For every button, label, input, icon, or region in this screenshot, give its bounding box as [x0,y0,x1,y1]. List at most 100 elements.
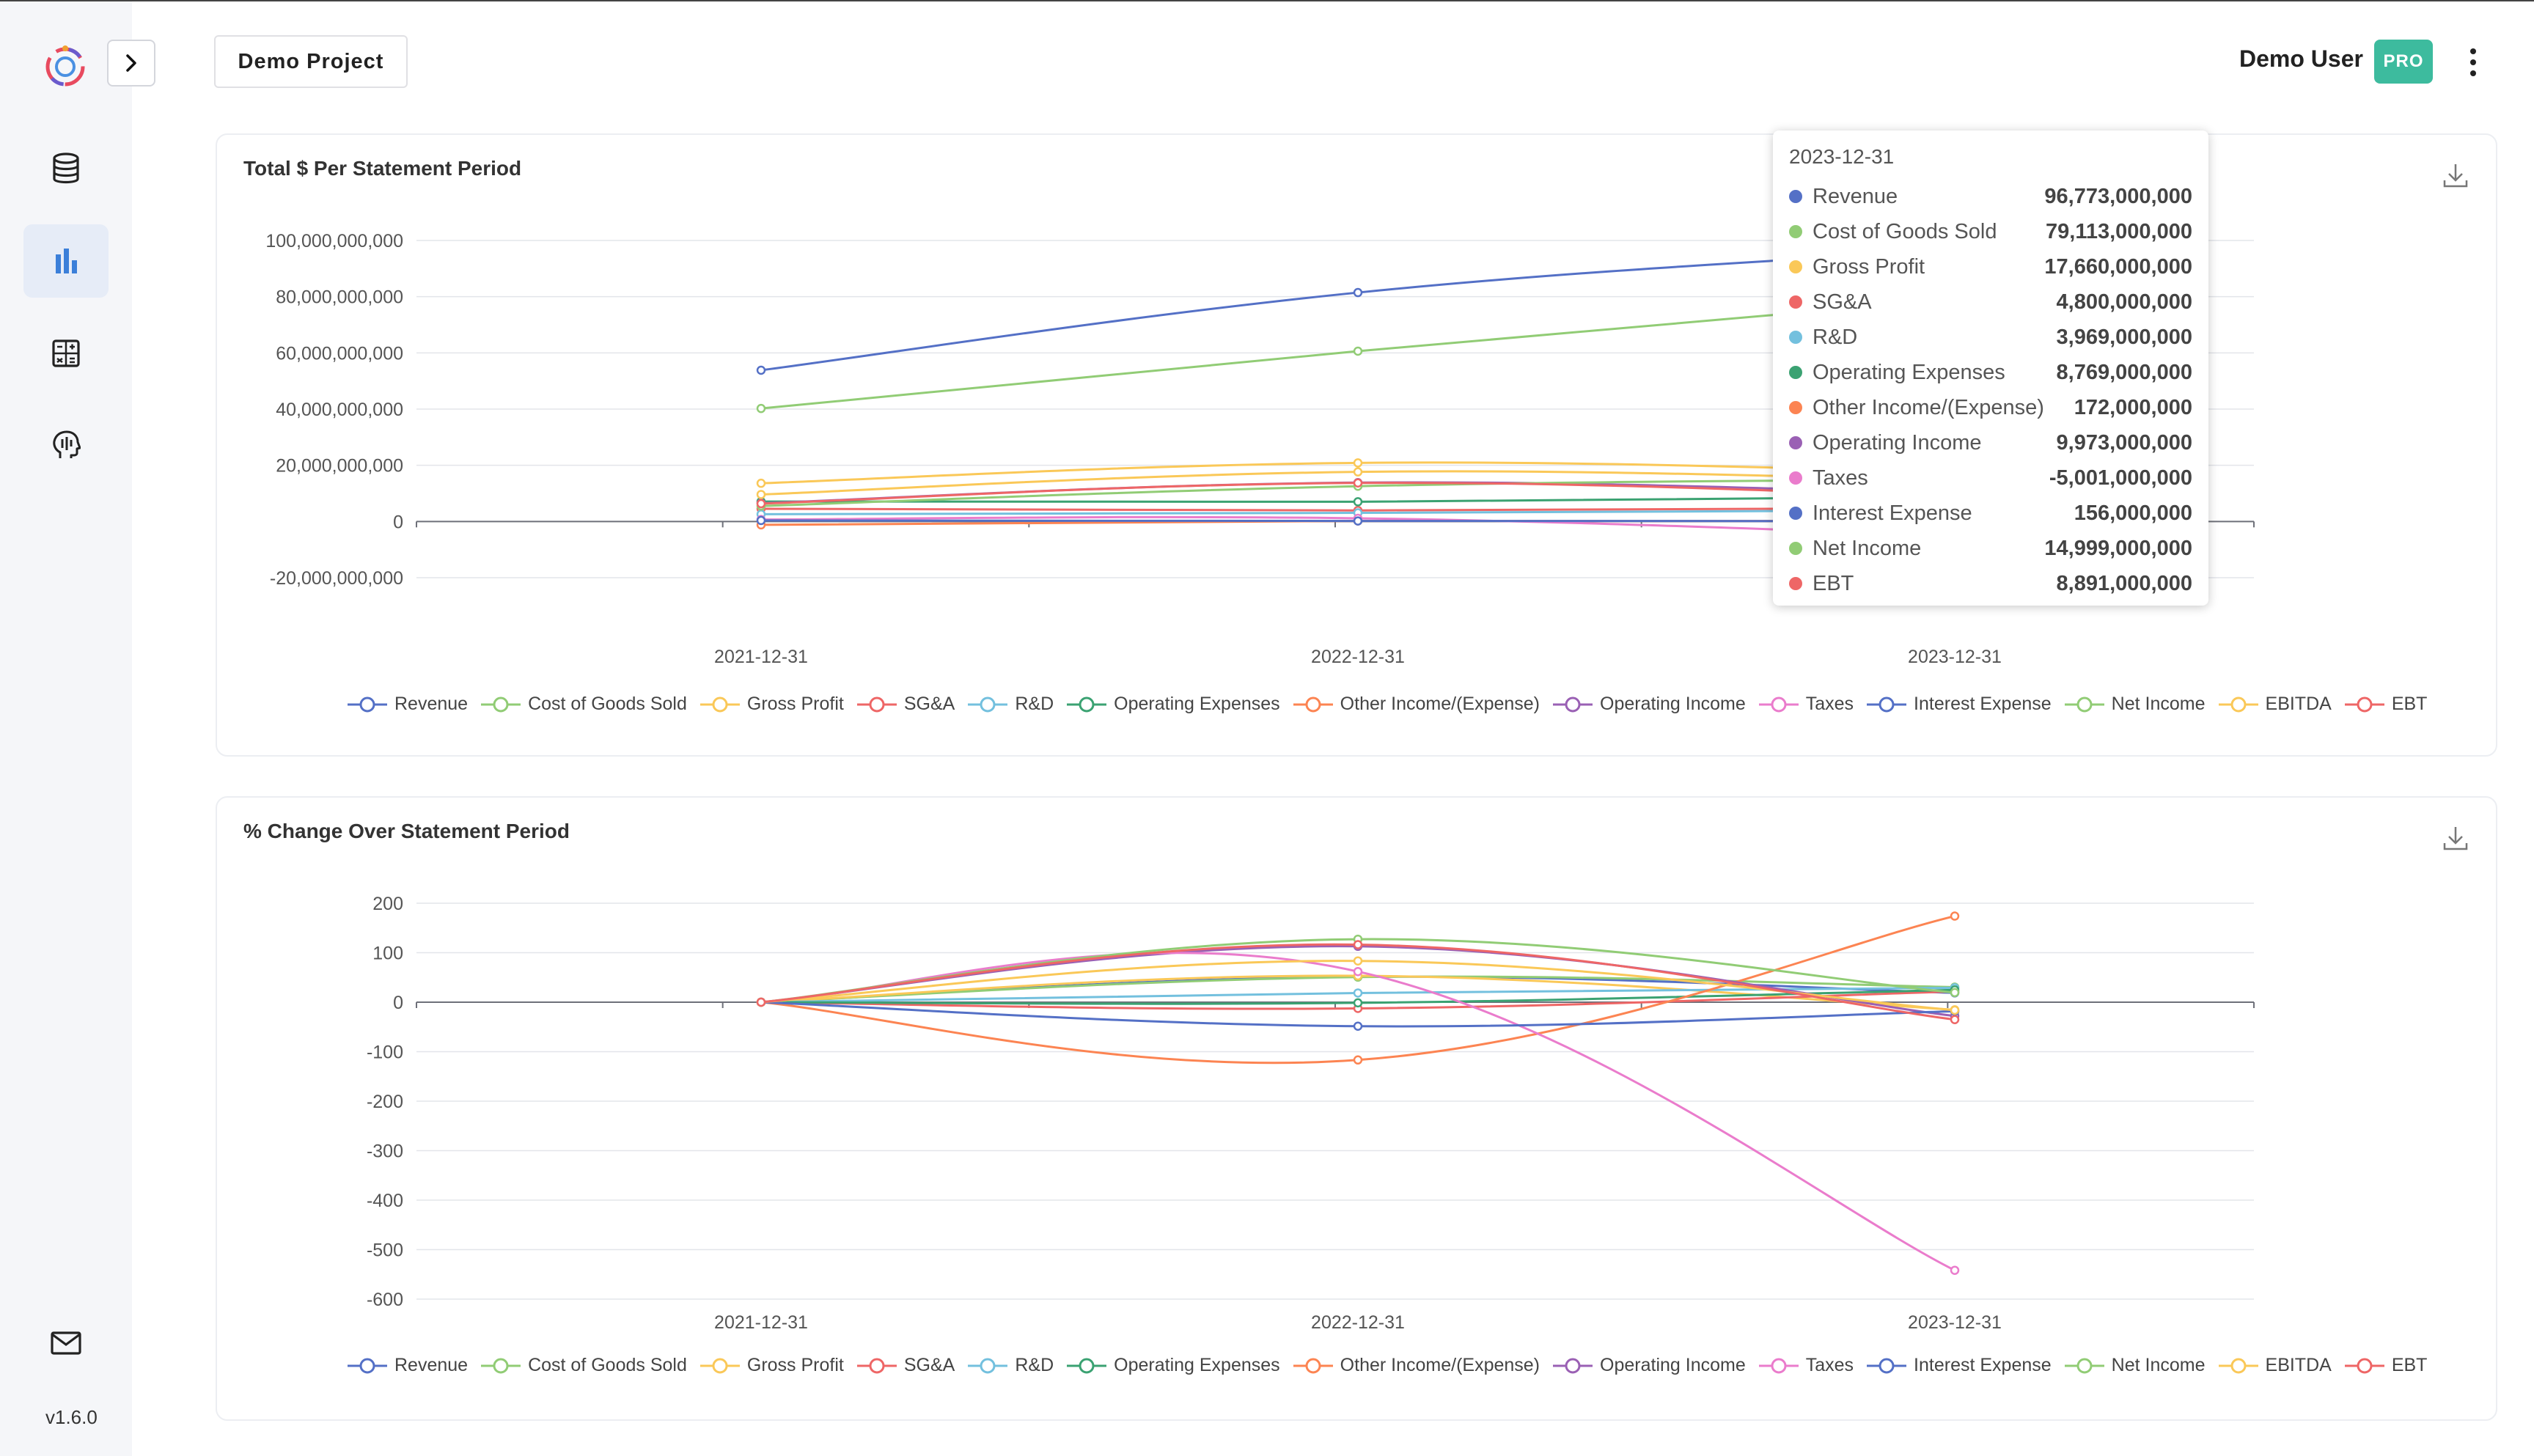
chart-tooltip: 2023-12-31 Revenue 96,773,000,000 Cost of … [1773,130,2208,606]
data-point-taxes[interactable] [1353,966,1363,977]
download-icon[interactable] [2442,161,2469,191]
legend-item-operating-income[interactable]: Operating Income [1553,694,1746,715]
data-point-cost-of-goods-sold[interactable] [756,403,766,413]
legend-label: Operating Expenses [1114,1355,1280,1375]
data-point-other-income-expense[interactable] [1353,1055,1363,1065]
y-tick-label: 0 [393,512,403,532]
legend-item-operating-expenses[interactable]: Operating Expenses [1067,1355,1280,1376]
legend-item-revenue[interactable]: Revenue [348,694,468,715]
data-point-revenue[interactable] [1353,287,1363,298]
data-point-revenue[interactable] [756,365,766,375]
y-tick-label: 0 [393,993,403,1013]
sidebar-toggle-button[interactable] [107,40,155,87]
legend-item-interest-expense[interactable]: Interest Expense [1867,694,2052,715]
legend-label: Taxes [1805,694,1854,714]
legend-marker-icon [1067,696,1107,712]
legend-item-ebt[interactable]: EBT [2344,694,2427,715]
legend-item-revenue[interactable]: Revenue [348,1355,468,1376]
legend-marker-icon [1293,1358,1333,1373]
data-point-ebt[interactable] [756,997,766,1007]
legend-item-ebt[interactable]: EBT [2344,1355,2427,1376]
nav-item-charts[interactable] [23,224,109,298]
data-point-taxes[interactable] [1950,1265,1960,1275]
y-tick-label: -400 [367,1191,403,1211]
legend-label: Cost of Goods Sold [528,1355,687,1375]
tooltip-row: Interest Expense 156,000,000 [1789,496,2192,531]
legend-item-sg-a[interactable]: SG&A [856,694,955,715]
legend-item-sg-a[interactable]: SG&A [856,1355,955,1376]
legend-item-ebitda[interactable]: EBITDA [2218,694,2332,715]
ai-head-icon [53,430,81,458]
data-point-net-income[interactable] [1950,988,1960,998]
data-point-ebitda[interactable] [1950,1005,1960,1015]
data-point-ebitda[interactable] [1353,956,1363,966]
download-icon[interactable] [2442,824,2469,853]
legend-marker-icon [348,1358,387,1373]
legend-marker-icon [699,696,740,712]
data-point-interest-expense[interactable] [756,515,766,526]
x-tick-label: 2023-12-31 [1908,647,2002,667]
legend-marker-icon [1553,1358,1593,1373]
series-dot-icon [1789,260,1802,273]
user-name[interactable]: Demo User [2239,45,2363,72]
tooltip-value: 17,660,000,000 [2044,254,2192,279]
project-selector-button[interactable]: Demo Project [214,35,408,88]
tooltip-value: 4,800,000,000 [2056,290,2192,314]
data-point-r-d[interactable] [1353,988,1363,998]
data-point-operating-expenses[interactable] [1353,497,1363,507]
tooltip-row: Net Income 14,999,000,000 [1789,531,2192,566]
data-point-ebt[interactable] [1353,478,1363,488]
legend-item-ebitda[interactable]: EBITDA [2218,1355,2332,1376]
data-point-other-income-expense[interactable] [1950,911,1960,921]
legend-item-cost-of-goods-sold[interactable]: Cost of Goods Sold [481,694,687,715]
data-point-gross-profit[interactable] [756,478,766,488]
legend-item-r-d[interactable]: R&D [968,1355,1054,1376]
data-point-gross-profit[interactable] [1353,458,1363,468]
tooltip-row: Operating Income 9,973,000,000 [1789,425,2192,460]
legend-item-other-income-expense[interactable]: Other Income/(Expense) [1293,1355,1540,1376]
nav-item-mail[interactable] [23,1306,109,1380]
legend-marker-icon [1067,1358,1107,1373]
legend-item-gross-profit[interactable]: Gross Profit [699,694,844,715]
legend-item-taxes[interactable]: Taxes [1758,694,1854,715]
legend-label: R&D [1015,1355,1054,1375]
legend-label: SG&A [903,1355,955,1375]
legend-label: Interest Expense [1914,694,2052,714]
legend-item-other-income-expense[interactable]: Other Income/(Expense) [1293,694,1540,715]
legend-item-r-d[interactable]: R&D [968,694,1054,715]
x-tick-label: 2021-12-31 [714,1312,808,1333]
legend-item-net-income[interactable]: Net Income [2064,1355,2206,1376]
data-point-interest-expense[interactable] [1353,516,1363,526]
data-point-ebt[interactable] [1950,1015,1960,1025]
data-point-ebitda[interactable] [1353,467,1363,477]
y-tick-label: 80,000,000,000 [276,287,403,308]
legend-item-taxes[interactable]: Taxes [1758,1355,1854,1376]
legend-item-operating-income[interactable]: Operating Income [1553,1355,1746,1376]
nav-item-calculator[interactable] [23,317,109,390]
tooltip-label: Operating Expenses [1813,360,2005,384]
data-point-ebt[interactable] [756,499,766,509]
data-point-cost-of-goods-sold[interactable] [1353,346,1363,356]
tooltip-value: 8,891,000,000 [2056,571,2192,595]
data-point-interest-expense[interactable] [1353,1021,1363,1031]
nav-item-data[interactable] [23,132,109,205]
data-point-ebt[interactable] [1353,940,1363,949]
legend-item-interest-expense[interactable]: Interest Expense [1867,1355,2052,1376]
legend-item-operating-expenses[interactable]: Operating Expenses [1067,694,1280,715]
legend-item-gross-profit[interactable]: Gross Profit [699,1355,844,1376]
more-options-icon[interactable] [2464,44,2483,81]
mail-icon [51,1331,81,1355]
data-point-operating-expenses[interactable] [1353,998,1363,1008]
nav-item-ai[interactable] [23,409,109,482]
data-point-ebitda[interactable] [756,490,766,499]
legend-item-net-income[interactable]: Net Income [2064,694,2206,715]
legend-marker-icon [1293,696,1333,712]
x-tick-label: 2023-12-31 [1908,1312,2002,1333]
legend-marker-icon [856,1358,897,1373]
legend-marker-icon [1758,696,1799,712]
app-logo-icon[interactable] [43,44,88,89]
legend-marker-icon [348,696,387,712]
y-tick-label: -200 [367,1092,403,1112]
chevron-right-icon [126,54,136,72]
legend-item-cost-of-goods-sold[interactable]: Cost of Goods Sold [481,1355,687,1376]
